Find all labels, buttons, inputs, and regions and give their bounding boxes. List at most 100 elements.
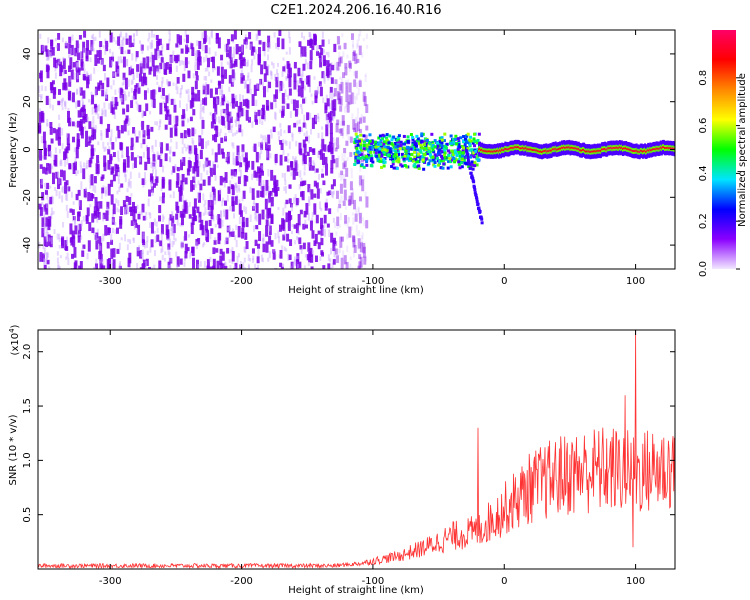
heatmap-cell bbox=[297, 108, 300, 115]
heatmap-cell bbox=[598, 149, 601, 152]
heatmap-cell bbox=[173, 240, 176, 245]
heatmap-cell bbox=[265, 219, 269, 226]
heatmap-cell bbox=[356, 232, 359, 236]
heatmap-cell bbox=[321, 126, 324, 130]
heatmap-cell bbox=[335, 123, 339, 133]
heatmap-cell bbox=[660, 147, 663, 150]
heatmap-cell bbox=[577, 147, 580, 150]
heatmap-cell bbox=[68, 43, 72, 54]
heatmap-cell bbox=[610, 146, 613, 149]
heatmap-cell bbox=[74, 156, 77, 162]
heatmap-cell bbox=[221, 219, 224, 227]
heatmap-cell bbox=[240, 44, 243, 53]
heatmap-cell bbox=[232, 46, 235, 55]
heatmap-cell bbox=[619, 147, 622, 150]
heatmap-cell bbox=[82, 41, 86, 53]
heatmap-cell bbox=[358, 196, 362, 202]
heatmap-cell bbox=[77, 47, 80, 52]
heatmap-cell bbox=[472, 137, 476, 141]
heatmap-cell bbox=[594, 150, 597, 153]
heatmap-cell bbox=[295, 140, 298, 147]
heatmap-cell bbox=[134, 85, 138, 93]
heatmap-cell bbox=[52, 172, 56, 185]
heatmap-cell bbox=[313, 162, 316, 166]
heatmap-cell bbox=[224, 132, 227, 139]
heatmap-cell bbox=[255, 171, 259, 178]
heatmap-cell bbox=[463, 143, 467, 147]
heatmap-cell bbox=[137, 245, 140, 251]
heatmap-cell bbox=[344, 215, 348, 224]
heatmap-cell bbox=[392, 166, 396, 170]
heatmap-cell bbox=[322, 180, 326, 186]
heatmap-cell bbox=[158, 260, 162, 269]
heatmap-cell bbox=[318, 52, 322, 58]
heatmap-cell bbox=[168, 67, 172, 74]
heatmap-cell bbox=[331, 191, 334, 197]
heatmap-cell bbox=[111, 51, 114, 57]
heatmap-cell bbox=[112, 248, 116, 258]
heatmap-cell bbox=[156, 81, 159, 85]
heatmap-cell bbox=[315, 168, 319, 173]
heatmap-cell bbox=[44, 258, 47, 265]
heatmap-cell bbox=[47, 199, 50, 204]
heatmap-cell bbox=[254, 119, 258, 125]
heatmap-cell bbox=[266, 150, 269, 158]
heatmap-cell bbox=[161, 179, 165, 189]
heatmap-cell bbox=[228, 129, 231, 133]
heatmap-cell bbox=[377, 152, 381, 156]
heatmap-cell bbox=[407, 146, 411, 150]
heatmap-cell bbox=[184, 30, 187, 37]
heatmap-cell bbox=[362, 140, 366, 144]
heatmap-cell bbox=[233, 72, 236, 81]
heatmap-cell bbox=[583, 148, 586, 151]
heatmap-cell bbox=[245, 206, 248, 215]
heatmap-cell bbox=[204, 199, 207, 205]
heatmap-cell bbox=[648, 149, 651, 152]
heatmap-cell bbox=[571, 146, 574, 149]
heatmap-cell bbox=[64, 192, 67, 201]
heatmap-cell bbox=[400, 152, 404, 156]
heatmap-cell bbox=[154, 180, 157, 185]
heatmap-cell bbox=[281, 110, 285, 118]
heatmap-cell bbox=[217, 143, 221, 155]
heatmap-cell bbox=[269, 153, 272, 159]
heatmap-cell bbox=[307, 242, 311, 252]
heatmap-cell bbox=[184, 243, 188, 254]
heatmap-cell bbox=[390, 165, 394, 169]
heatmap-cell bbox=[110, 129, 113, 137]
y-tick-label: -40 bbox=[22, 237, 33, 253]
heatmap-cell bbox=[618, 146, 621, 149]
heatmap-cell bbox=[347, 198, 350, 202]
heatmap-cell bbox=[359, 153, 363, 157]
heatmap-cell bbox=[371, 160, 375, 164]
heatmap-cell bbox=[202, 179, 206, 186]
heatmap-cell bbox=[297, 213, 301, 226]
heatmap-cell bbox=[607, 147, 610, 150]
heatmap-cell bbox=[135, 51, 139, 58]
heatmap-cell bbox=[284, 89, 287, 98]
heatmap-cell bbox=[354, 123, 358, 133]
heatmap-cell bbox=[338, 200, 341, 208]
heatmap-cell bbox=[169, 54, 173, 64]
heatmap-cell bbox=[231, 93, 235, 104]
heatmap-cell bbox=[168, 38, 171, 46]
heatmap-cell bbox=[268, 225, 272, 236]
heatmap-cell bbox=[249, 41, 253, 50]
heatmap-cell bbox=[355, 93, 358, 101]
heatmap-cell bbox=[104, 49, 107, 55]
heatmap-cell bbox=[353, 199, 357, 210]
heatmap-cell bbox=[356, 43, 359, 49]
heatmap-cell bbox=[661, 146, 664, 149]
heatmap-cell bbox=[285, 140, 288, 146]
heatmap-cell bbox=[406, 139, 410, 143]
heatmap-cell bbox=[276, 37, 280, 47]
heatmap-cell bbox=[239, 172, 242, 178]
heatmap-cell bbox=[338, 128, 342, 134]
heatmap-cell bbox=[244, 152, 248, 162]
heatmap-cell bbox=[46, 123, 49, 127]
heatmap-cell bbox=[392, 153, 396, 157]
heatmap-cell bbox=[92, 184, 95, 192]
heatmap-cell bbox=[78, 120, 82, 132]
heatmap-cell bbox=[144, 179, 147, 185]
heatmap-cell bbox=[135, 30, 138, 36]
